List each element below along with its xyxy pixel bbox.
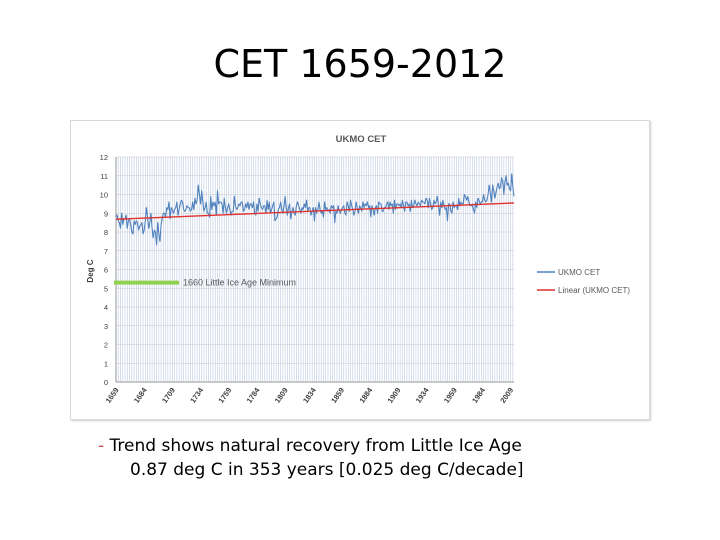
- y-tick-label: 7: [104, 247, 108, 256]
- x-tick-label: 1684: [132, 385, 149, 405]
- series-line-ukmo-cet: [115, 173, 515, 246]
- x-tick-label: 1834: [301, 385, 318, 405]
- y-tick-label: 10: [100, 191, 108, 200]
- legend-label-linear-trend: Linear (UKMO CET): [558, 286, 630, 295]
- grid-lines: [115, 156, 514, 383]
- x-tick-label: 1809: [273, 386, 290, 405]
- x-tick-labels: 1659 1684 1709 1734 1759 1784 1809 1834 1859 1884…: [104, 385, 516, 405]
- legend-label-ukmo-cet: UKMO CET: [558, 268, 600, 277]
- y-axis-label: Deg C: [86, 259, 95, 282]
- x-tick-label: 1709: [160, 386, 177, 405]
- x-tick-label: 1759: [216, 386, 233, 405]
- x-tick-label: 1884: [357, 385, 374, 405]
- caption-text-1: Trend shows natural recovery from Little…: [109, 436, 522, 456]
- x-tick-label: 1909: [386, 386, 403, 405]
- x-tick-label: 1784: [245, 385, 262, 405]
- y-tick-label: 11: [100, 172, 108, 181]
- x-tick-label: 1659: [104, 386, 121, 405]
- axes: [115, 157, 514, 383]
- chart-frame: UKMO CET Deg C 0 1 2 3 4 5 6 7 8 9 10 11 12 1659 1684…: [70, 120, 650, 420]
- slide-caption: - Trend shows natural recovery from Litt…: [98, 434, 698, 482]
- caption-line-1: - Trend shows natural recovery from Litt…: [98, 434, 698, 458]
- x-tick-label: 1984: [470, 385, 487, 405]
- chart-title: UKMO CET: [336, 134, 387, 145]
- y-tick-label: 2: [104, 341, 108, 350]
- caption-line-2: 0.87 deg C in 353 years [0.025 deg C/dec…: [130, 460, 524, 480]
- x-tick-label: 1959: [442, 386, 459, 405]
- x-tick-label: 1859: [329, 386, 346, 405]
- caption-bullet: -: [98, 436, 105, 456]
- y-tick-label: 9: [104, 209, 108, 218]
- y-tick-label: 5: [104, 284, 108, 293]
- y-tick-label: 12: [100, 153, 108, 162]
- x-tick-label: 1934: [414, 385, 431, 405]
- series-line-linear-trend: [115, 202, 515, 220]
- y-tick-label: 0: [104, 378, 108, 387]
- slide-title: CET 1659-2012: [213, 42, 507, 86]
- annotation-label: 1660 Little Ice Age Minimum: [183, 278, 296, 288]
- y-tick-label: 8: [104, 228, 108, 237]
- y-tick-label: 6: [104, 266, 108, 275]
- legend: UKMO CET Linear (UKMO CET): [537, 268, 630, 295]
- y-tick-label: 3: [104, 322, 108, 331]
- y-tick-label: 4: [104, 303, 108, 312]
- annotation: 1660 Little Ice Age Minimum: [114, 278, 296, 288]
- x-tick-label: 2009: [498, 386, 515, 405]
- x-tick-label: 1734: [188, 385, 205, 405]
- series: [115, 173, 515, 246]
- y-tick-label: 1: [104, 359, 108, 368]
